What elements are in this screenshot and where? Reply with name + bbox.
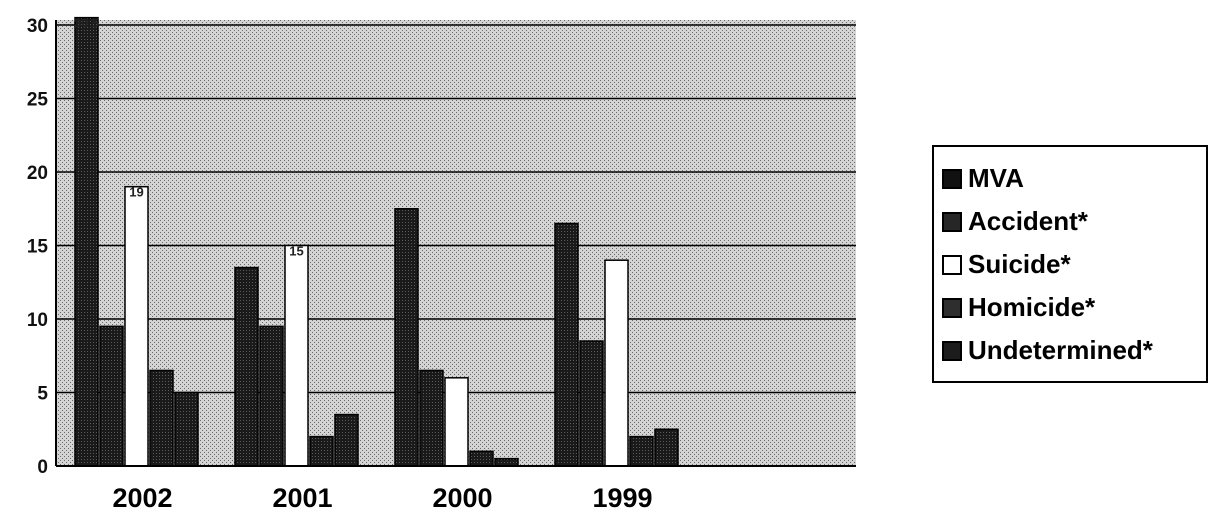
legend-item: Undetermined* [942, 329, 1206, 372]
legend-label: Accident* [968, 206, 1088, 236]
y-tick-label: 15 [27, 237, 49, 258]
bar-homicide-2001 [309, 435, 334, 467]
y-tick-label: 0 [37, 457, 48, 478]
legend-swatch [942, 254, 962, 275]
bar-homicide-1999 [629, 435, 654, 467]
legend-label: Homicide* [968, 292, 1096, 322]
legend-item: Accident* [942, 200, 1206, 243]
bar-accident-2001 [259, 325, 284, 467]
legend-item: MVA [942, 157, 1206, 200]
y-tick-label: 25 [27, 90, 49, 111]
bar-suicide-2002 [124, 185, 149, 467]
y-tick-label: 10 [27, 310, 48, 331]
legend-swatch [942, 168, 962, 189]
legend-swatch [942, 297, 962, 318]
bar-accident-2000 [419, 369, 444, 467]
bar-suicide-1999 [604, 259, 629, 467]
x-tick-label: 1999 [592, 483, 652, 513]
bar-homicide-2002 [149, 369, 174, 467]
x-tick-label: 2002 [112, 483, 172, 513]
bars [74, 16, 679, 467]
bar-mva-2002 [74, 16, 99, 467]
legend-item: Suicide* [942, 243, 1206, 286]
bar-undetermined-2002 [174, 391, 199, 467]
x-axis-ticks: 2002 2001 2000 1999 [112, 483, 652, 513]
bar-mva-2000 [394, 208, 419, 467]
data-label: 19 [129, 185, 143, 200]
bar-undetermined-2000 [494, 457, 519, 467]
data-label: 30.5 [74, 16, 99, 31]
bar-homicide-2000 [469, 450, 494, 467]
legend-label: Suicide* [968, 249, 1071, 279]
x-tick-label: 2000 [432, 483, 492, 513]
bar-accident-1999 [579, 340, 604, 467]
y-axis-ticks: 0 5 10 15 20 25 30 [27, 16, 49, 478]
y-tick-label: 30 [27, 16, 48, 37]
bar-undetermined-2001 [334, 413, 359, 467]
legend: MVA Accident* Suicide* Homicide* Undetermine… [932, 145, 1208, 383]
bar-mva-1999 [554, 222, 579, 467]
legend-swatch [942, 340, 962, 361]
legend-swatch [942, 211, 962, 232]
data-label: 15 [289, 244, 303, 259]
bar-mva-2001 [234, 266, 259, 467]
legend-label: MVA [968, 163, 1024, 193]
data-labels: 30.5 19 15 [74, 16, 304, 259]
bar-undetermined-1999 [654, 428, 679, 467]
y-tick-label: 20 [27, 163, 48, 184]
legend-label: Undetermined* [968, 335, 1153, 365]
bar-suicide-2001 [284, 244, 309, 467]
legend-item: Homicide* [942, 286, 1206, 329]
x-tick-label: 2001 [272, 483, 332, 513]
bar-suicide-2000 [444, 377, 469, 467]
y-tick-label: 5 [37, 384, 48, 405]
bar-accident-2002 [99, 325, 124, 467]
